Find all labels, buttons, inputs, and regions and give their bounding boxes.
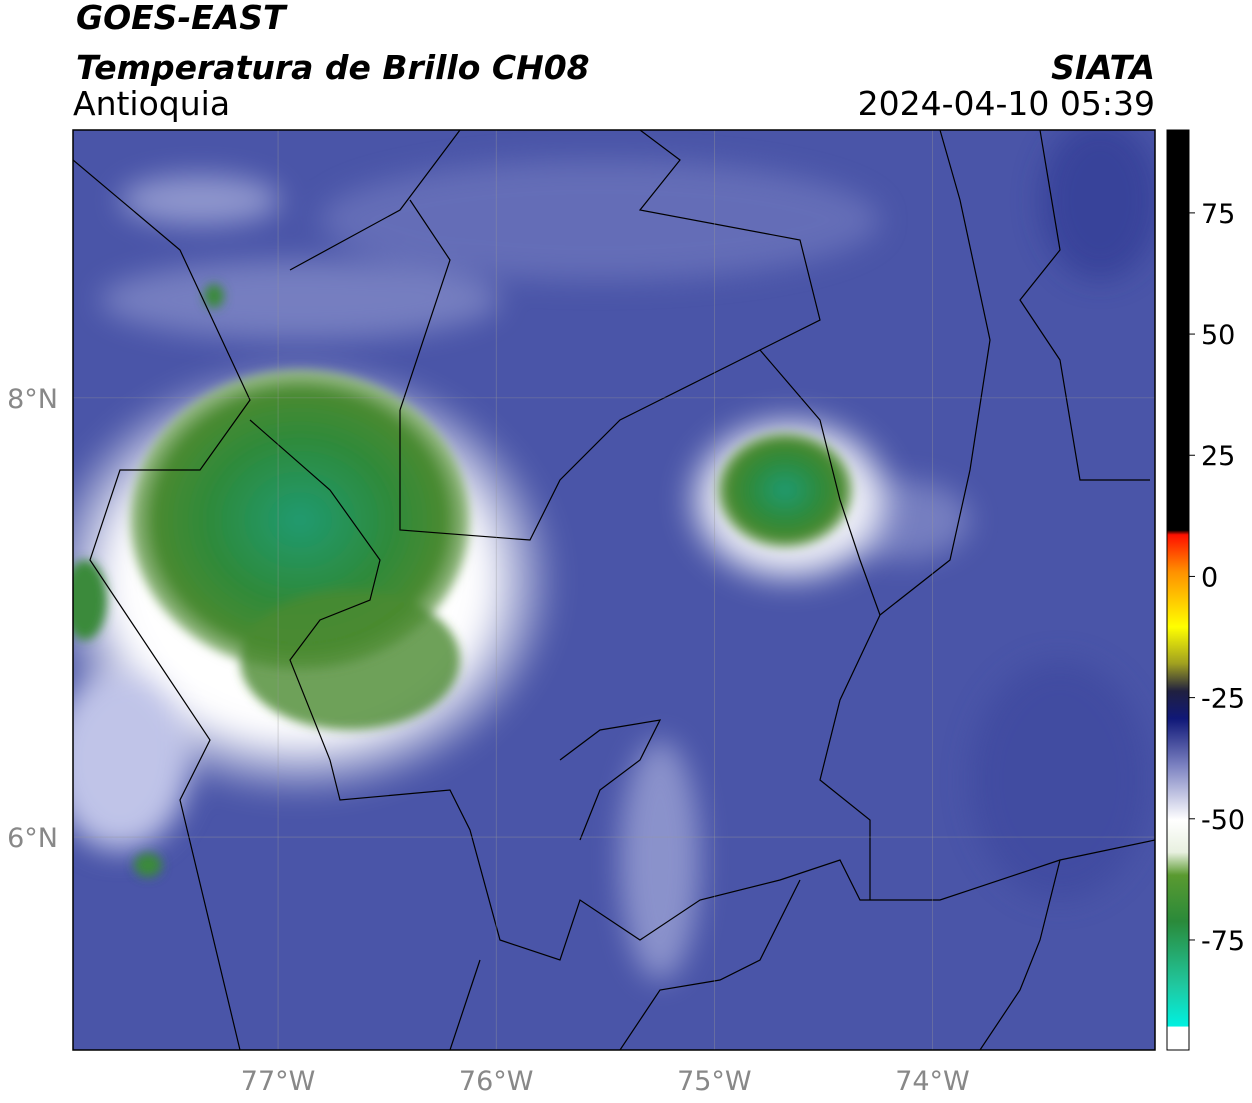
colorbar-ticks: 75 50 25 0 -25 -50 -75	[1189, 199, 1245, 957]
lat-tick-label: 6°N	[7, 823, 58, 854]
colorbar-tick-label: 50	[1201, 320, 1235, 351]
colorbar-tick-label: -50	[1201, 805, 1245, 836]
title-satellite: GOES-EAST	[76, 0, 288, 37]
lon-tick-label: 75°W	[677, 1066, 752, 1097]
colorbar-tick-label: -25	[1201, 684, 1245, 715]
lon-tick-label: 76°W	[459, 1066, 534, 1097]
colorbar-tick-label: 75	[1201, 199, 1235, 230]
map-frame	[72, 129, 1156, 1051]
colorbar	[1166, 129, 1190, 1051]
map-image	[73, 130, 1155, 1050]
graticule	[73, 130, 1155, 1050]
datetime: 2024-04-10 05:39	[858, 84, 1155, 123]
lat-tick-label: 8°N	[7, 384, 58, 415]
colorbar-tick-label: -75	[1201, 926, 1245, 957]
borders	[73, 130, 1155, 1050]
colorbar-tick-label: 0	[1201, 562, 1218, 593]
title-source: SIATA	[1051, 48, 1155, 87]
lon-tick-label: 74°W	[895, 1066, 970, 1097]
title-product: Temperatura de Brillo CH08	[76, 48, 590, 87]
subtitle-region: Antioquia	[73, 84, 230, 123]
colorbar-tick-label: 25	[1201, 441, 1235, 472]
lon-tick-label: 77°W	[241, 1066, 316, 1097]
